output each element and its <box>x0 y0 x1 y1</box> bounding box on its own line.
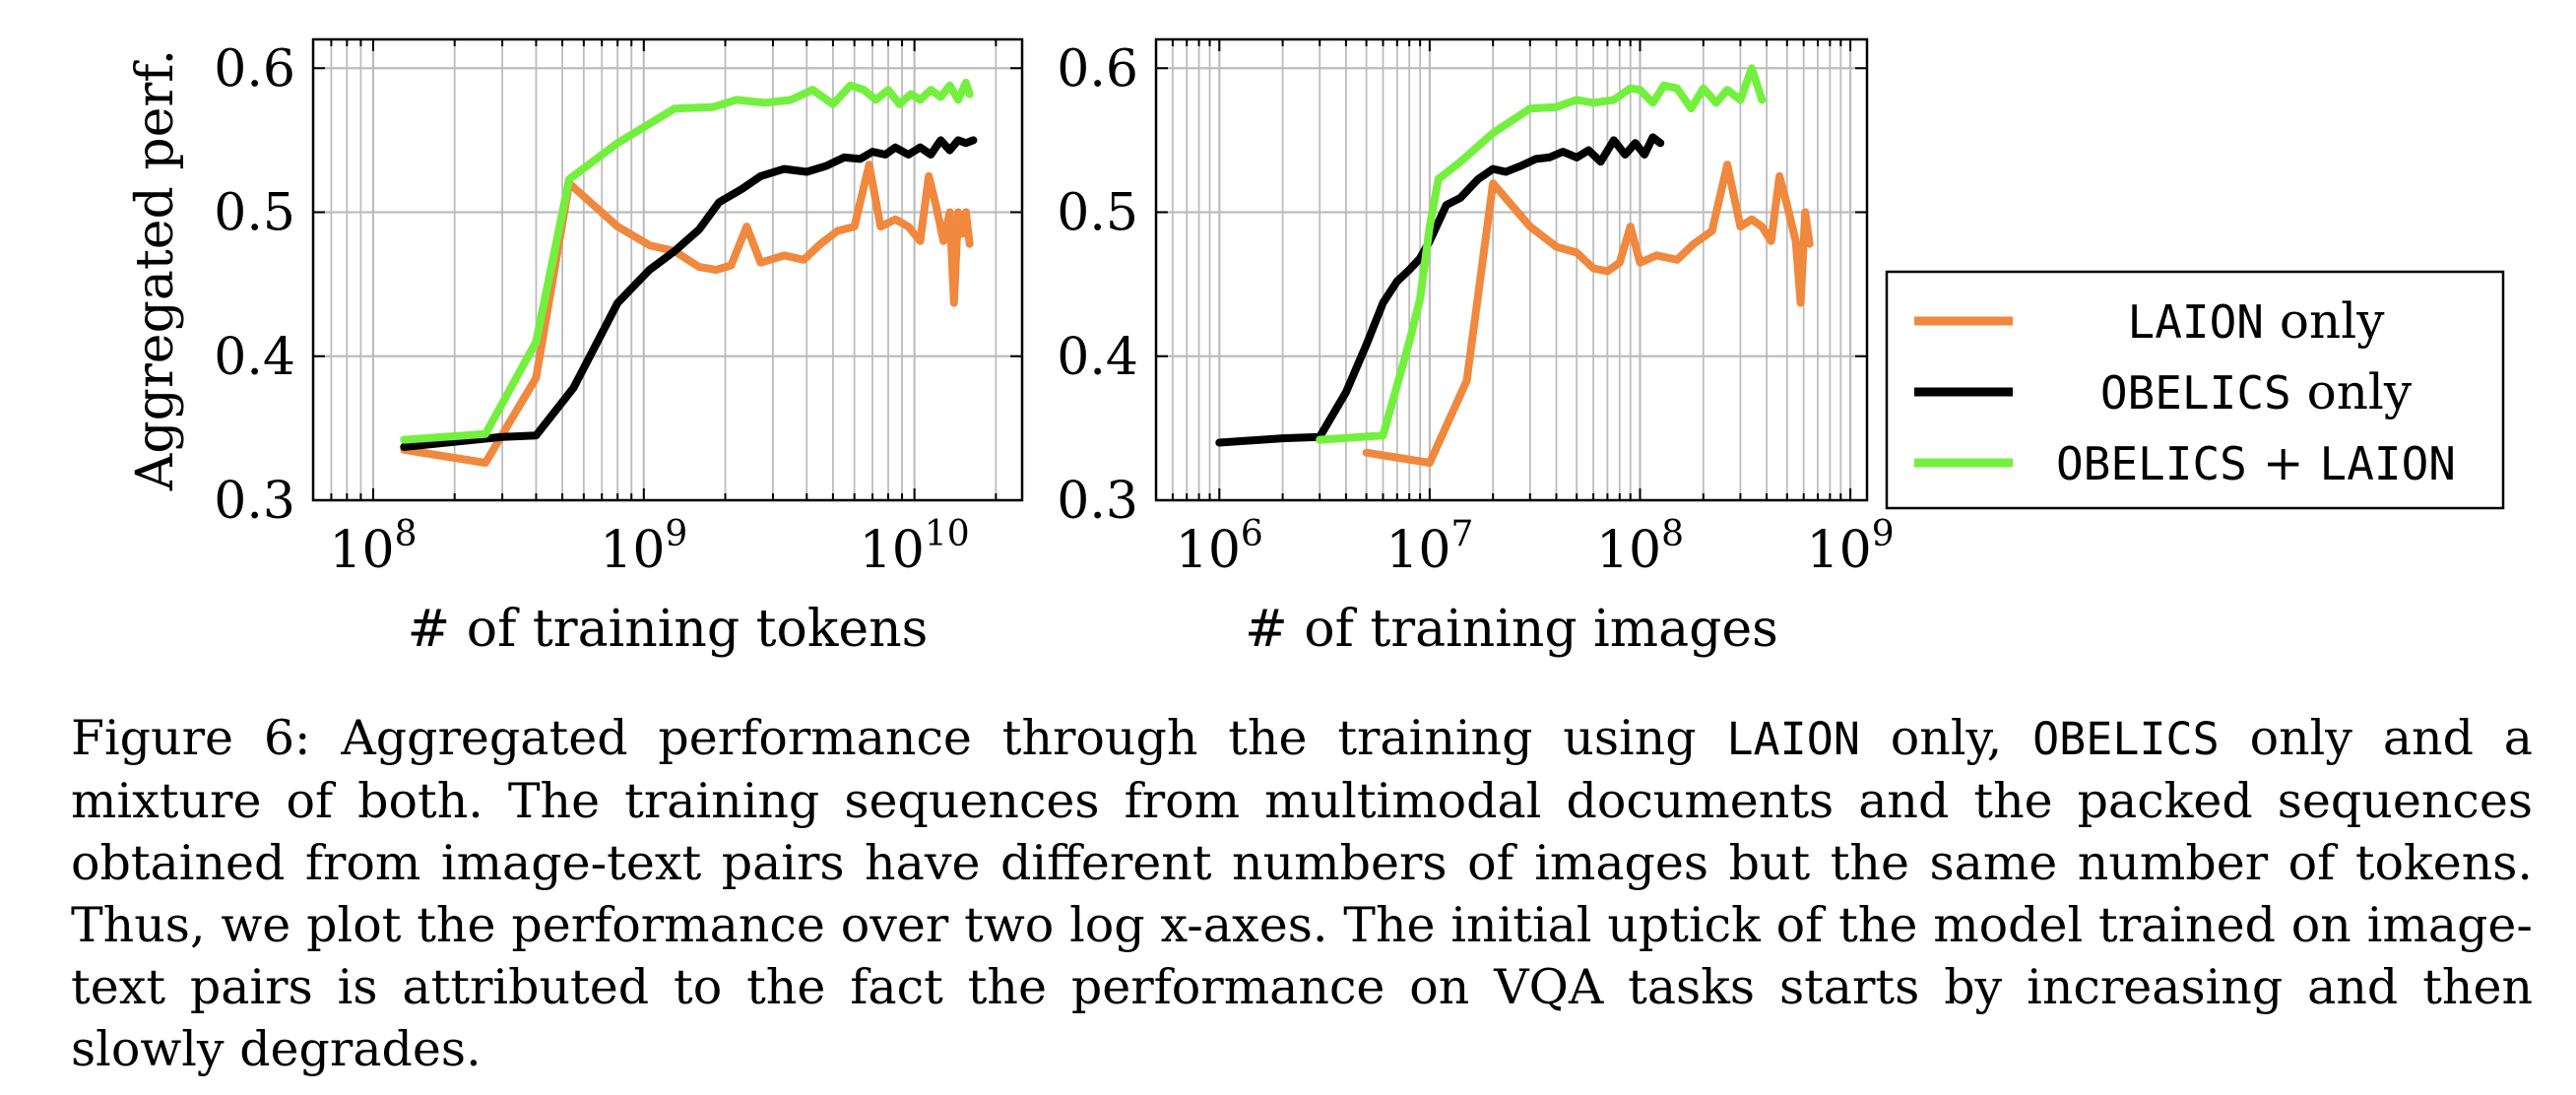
caption-mono-laion: LAION <box>1726 713 1860 765</box>
x-tick-label: 1010 <box>860 514 970 580</box>
plot-frame <box>311 37 1024 502</box>
x-tick-label: 108 <box>1596 514 1684 580</box>
x-tick-label: 109 <box>1807 514 1895 580</box>
y-tick-label: 0.3 <box>214 472 295 531</box>
x-tick-label: 109 <box>600 514 687 580</box>
caption-label: Figure 6: <box>71 710 311 766</box>
plot-frame <box>1154 37 1869 502</box>
series-line-obelics-laion <box>1316 64 1767 444</box>
x-tick-label: 107 <box>1385 514 1473 580</box>
series-line-laion-only <box>400 161 974 467</box>
figure-caption: Figure 6: Aggregated performance through… <box>71 707 2533 1080</box>
y-tick-label: 0.4 <box>1057 328 1138 387</box>
figure: 0.3 0.4 0.5 0.6 108 109 1010 # of training toke… <box>126 37 2505 659</box>
y-tick-label: 0.4 <box>214 328 295 387</box>
x-axis-label: # of training tokens <box>408 600 929 659</box>
y-tick-label: 0.6 <box>214 39 295 98</box>
series-line-obelics-laion <box>400 78 974 444</box>
caption-text-1: Aggregated performance through the train… <box>310 710 1727 766</box>
x-tick-label: 106 <box>1176 514 1263 580</box>
y-tick-label: 0.5 <box>1057 184 1138 243</box>
caption-text-2: only, <box>1859 710 2033 766</box>
series-line-obelics-only <box>400 136 978 451</box>
series-line-obelics-only <box>1215 133 1665 447</box>
series-line-laion-only <box>1362 161 1814 467</box>
legend-entry-label: OBELICS + LAION <box>2056 434 2456 491</box>
chart-tokens: 0.3 0.4 0.5 0.6 108 109 1010 # of training toke… <box>126 37 1024 659</box>
y-axis-label: Aggregated perf. <box>126 49 185 491</box>
caption-mono-obelics: OBELICS <box>2032 713 2220 765</box>
legend: LAION only OBELICS only OBELICS + LAION <box>1885 270 2505 510</box>
x-tick-label: 108 <box>329 514 417 580</box>
y-tick-label: 0.6 <box>1057 39 1138 98</box>
x-axis-label: # of training images <box>1245 600 1778 659</box>
legend-entry-label: OBELICS only <box>2100 363 2413 420</box>
y-tick-label: 0.3 <box>1057 472 1138 531</box>
caption-text-3: only and a mixture of both. The training… <box>71 710 2534 1077</box>
y-tick-label: 0.5 <box>214 184 295 243</box>
chart-images: 0.3 0.4 0.5 0.6 106 107 108 109 # of training im… <box>1057 37 1895 659</box>
legend-entry-label: LAION only <box>2128 292 2386 350</box>
